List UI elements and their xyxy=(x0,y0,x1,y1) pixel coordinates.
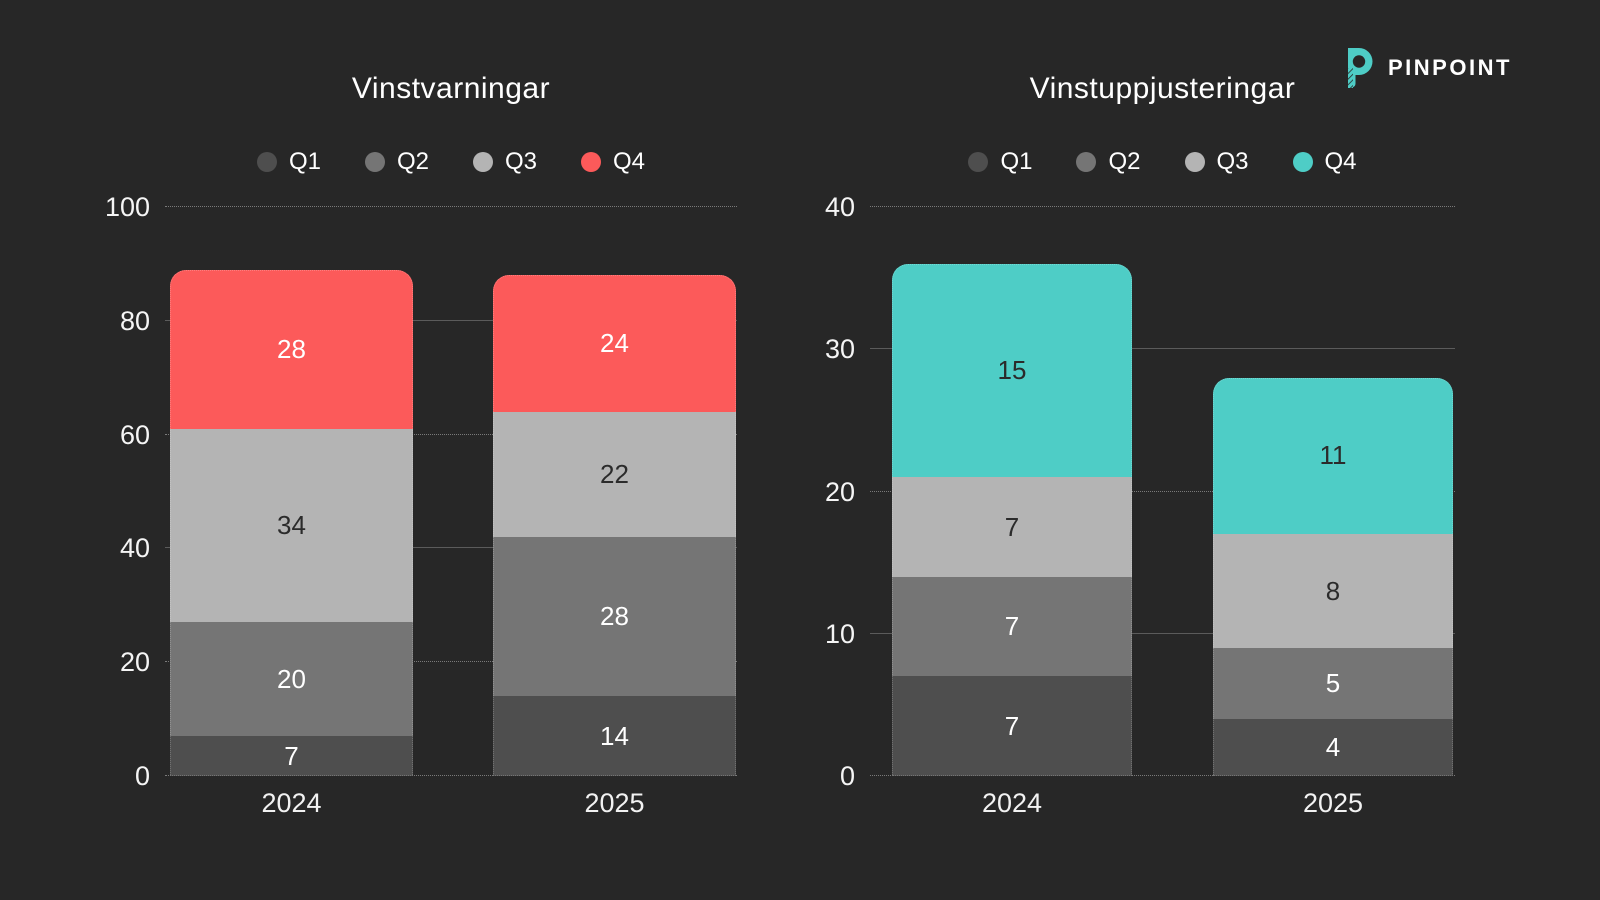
bar-value-label: 7 xyxy=(1004,611,1020,642)
bar-segment-2025-q4: 24 xyxy=(493,275,736,412)
y-axis-tick-80: 80 xyxy=(119,305,150,336)
bar-value-label: 8 xyxy=(1325,575,1341,606)
q2-legend-dot-icon xyxy=(364,152,385,172)
legend: Q1 Q2 Q3 Q4 xyxy=(870,146,1455,178)
x-axis-label-2024: 2024 xyxy=(981,788,1043,818)
gridline-40 xyxy=(870,206,1455,207)
bar-segment-2025-q2: 5 xyxy=(1213,647,1453,720)
q3-legend-dot-icon xyxy=(1184,152,1205,172)
legend-item-q4[interactable]: Q4 xyxy=(581,148,645,176)
q3-legend-dot-icon xyxy=(473,152,493,172)
bar-segment-2025-q1: 14 xyxy=(493,696,736,776)
legend-item-q2[interactable]: Q2 xyxy=(364,148,429,176)
legend-item-q1[interactable]: Q1 xyxy=(256,148,321,176)
gridline-10 xyxy=(870,632,1455,634)
legend-label: Q1 xyxy=(288,148,321,175)
chart-title: Vinstuppjusteringar xyxy=(1029,72,1296,105)
bar-segment-2025-q3: 22 xyxy=(493,411,736,538)
gridline-20 xyxy=(165,661,737,663)
y-axis-tick-0: 0 xyxy=(134,761,150,791)
gridline-0 xyxy=(870,775,1455,776)
bar-2025: 4 5 8 11 xyxy=(1213,377,1453,776)
bar-segment-2024-q1: 7 xyxy=(892,676,1132,776)
legend-item-q2[interactable]: Q2 xyxy=(1076,148,1141,176)
pinpoint-logo[interactable]: PINPOINT xyxy=(1341,46,1512,90)
legend-label: Q2 xyxy=(1108,148,1141,175)
chart-title: Vinstvarningar xyxy=(351,72,551,105)
y-axis-tick-40: 40 xyxy=(119,533,150,564)
legend-label: Q1 xyxy=(1000,148,1033,175)
legend-label: Q4 xyxy=(1324,148,1357,175)
bar-value-label: 7 xyxy=(284,740,299,771)
bar-value-label: 5 xyxy=(1325,668,1341,699)
gridline-30 xyxy=(870,348,1455,350)
bar-segment-2024-q2: 7 xyxy=(892,576,1132,677)
bar-value-label: 24 xyxy=(600,328,629,359)
bar-segment-2024-q2: 20 xyxy=(170,622,413,737)
bar-segment-2024-q3: 34 xyxy=(170,428,413,623)
bar-segment-2024-q4: 15 xyxy=(892,263,1132,478)
gridline-20 xyxy=(870,490,1455,492)
x-axis-label-2025: 2025 xyxy=(1302,788,1364,818)
bar-segment-2025-q3: 8 xyxy=(1213,534,1453,648)
y-axis-tick-20: 20 xyxy=(824,476,855,507)
legend-label: Q2 xyxy=(396,148,429,175)
q2-legend-dot-icon xyxy=(1076,152,1097,172)
gridline-40 xyxy=(165,547,737,549)
gridline-0 xyxy=(165,775,737,776)
legend-item-q4[interactable]: Q4 xyxy=(1292,148,1357,176)
y-axis-tick-20: 20 xyxy=(119,647,150,678)
y-axis-tick-100: 100 xyxy=(104,192,150,222)
legend: Q1 Q2 Q3 Q4 xyxy=(165,146,737,178)
y-axis-tick-60: 60 xyxy=(119,419,150,450)
plot-area: 0 20 40 60 80 100 7 20 34 28 2024 14 28 22 24 2025 xyxy=(105,192,737,818)
x-axis-label-2024: 2024 xyxy=(261,788,322,818)
bar-segment-2024-q4: 28 xyxy=(170,269,413,429)
legend-label: Q4 xyxy=(613,148,646,175)
bar-segment-2024-q1: 7 xyxy=(170,736,413,776)
chart-vinstuppjusteringar: Vinstuppjusteringar Q1 Q2 Q3 Q4 0 10 20 30 40 7 7… xyxy=(805,60,1465,860)
bar-value-label: 28 xyxy=(277,333,306,364)
legend-item-q3[interactable]: Q3 xyxy=(1184,148,1249,176)
bar-segment-2025-q2: 28 xyxy=(493,537,736,697)
y-axis-tick-40: 40 xyxy=(824,192,855,222)
y-axis-tick-30: 30 xyxy=(824,334,855,365)
bar-segment-2025-q4: 11 xyxy=(1213,377,1453,535)
bar-value-label: 14 xyxy=(600,720,629,751)
q1-legend-dot-icon xyxy=(256,152,277,172)
y-axis-tick-0: 0 xyxy=(839,761,855,791)
pinpoint-logo-text: PINPOINT xyxy=(1388,55,1512,80)
q1-legend-dot-icon xyxy=(968,152,989,172)
q4-legend-dot-icon xyxy=(581,152,602,172)
bar-value-label: 7 xyxy=(1004,511,1020,542)
chart-vinstvarningar: Vinstvarningar Q1 Q2 Q3 Q4 0 20 40 60 80 100 7 20 3… xyxy=(100,60,760,860)
legend-label: Q3 xyxy=(505,148,538,175)
gridline-100 xyxy=(165,206,737,207)
y-axis-tick-10: 10 xyxy=(824,618,855,649)
bar-segment-2025-q1: 4 xyxy=(1213,719,1453,776)
bar-value-label: 4 xyxy=(1325,732,1341,763)
legend-label: Q3 xyxy=(1216,148,1249,175)
bar-segment-2024-q3: 7 xyxy=(892,477,1132,577)
legend-item-q1[interactable]: Q1 xyxy=(968,148,1032,176)
bar-value-label: 11 xyxy=(1319,440,1347,471)
bar-value-label: 20 xyxy=(277,663,306,694)
bar-value-label: 34 xyxy=(277,510,306,541)
gridline-80 xyxy=(165,319,737,321)
pinpoint-logo-icon xyxy=(1348,48,1373,88)
plot-area: 0 10 20 30 40 7 7 7 15 2024 4 5 8 11 2025 xyxy=(825,192,1455,818)
bar-value-label: 15 xyxy=(997,355,1027,386)
bar-value-label: 28 xyxy=(600,601,629,632)
bar-value-label: 22 xyxy=(600,458,629,489)
bar-2024: 7 7 7 15 xyxy=(892,263,1132,776)
q4-legend-dot-icon xyxy=(1292,152,1313,172)
x-axis-label-2025: 2025 xyxy=(584,788,645,818)
legend-item-q3[interactable]: Q3 xyxy=(473,148,537,176)
gridline-60 xyxy=(165,433,737,435)
bar-value-label: 7 xyxy=(1004,710,1020,741)
bar-2024: 7 20 34 28 xyxy=(170,269,413,776)
bar-2025: 14 28 22 24 xyxy=(493,275,736,776)
